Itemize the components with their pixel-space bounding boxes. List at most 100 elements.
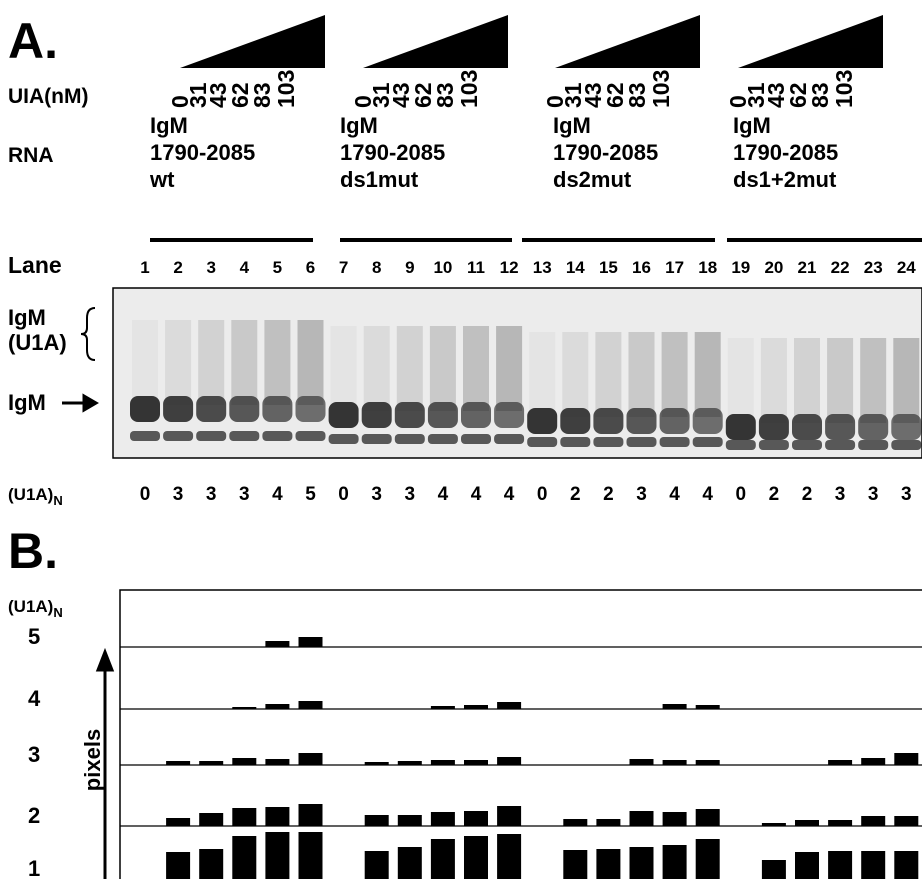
lane-number: 18 xyxy=(698,258,717,277)
rna-name: IgM xyxy=(150,113,188,138)
bar xyxy=(299,637,323,647)
gel-smear xyxy=(529,332,555,417)
conc-label: UIA(nM) xyxy=(8,85,88,108)
gel-smear xyxy=(562,332,588,417)
gel-smear xyxy=(695,332,721,417)
free-label: IgM xyxy=(8,390,46,415)
concentration: 83 xyxy=(432,82,458,108)
lane-number: 4 xyxy=(240,258,250,277)
gel-smear xyxy=(860,338,886,423)
gel-smear xyxy=(761,338,787,423)
gel-band xyxy=(163,431,193,441)
bar xyxy=(663,760,687,765)
bar xyxy=(199,849,223,879)
n-value: 4 xyxy=(702,484,713,505)
gel-band xyxy=(362,402,392,428)
bar xyxy=(663,845,687,879)
gel-band xyxy=(660,437,690,447)
gel-smear xyxy=(430,326,456,411)
bar xyxy=(265,832,289,879)
bar xyxy=(464,705,488,709)
n-value: 4 xyxy=(272,484,283,505)
bar xyxy=(365,762,389,765)
gel-smear xyxy=(728,338,754,423)
n-label: (U1A)N xyxy=(8,597,63,620)
lane-number: 24 xyxy=(897,258,916,277)
n-value: 4 xyxy=(669,484,680,505)
n-value: 3 xyxy=(173,484,184,505)
bar xyxy=(365,851,389,879)
n-value: 3 xyxy=(239,484,250,505)
gel-smear xyxy=(794,338,820,423)
bar xyxy=(431,760,455,765)
n-value: 3 xyxy=(405,484,416,505)
bar xyxy=(398,761,422,765)
panel-label: B. xyxy=(8,523,58,579)
gel-band xyxy=(627,437,657,447)
gel-band xyxy=(461,402,491,428)
lane-number: 9 xyxy=(405,258,414,277)
lane-number: 3 xyxy=(206,258,215,277)
gel-smear xyxy=(331,326,357,411)
bar xyxy=(232,836,256,879)
concentration: 83 xyxy=(624,82,650,108)
concentration: 103 xyxy=(273,70,299,108)
gel-smear xyxy=(397,326,423,411)
n-value: 3 xyxy=(206,484,217,505)
bar xyxy=(464,811,488,826)
bar xyxy=(365,815,389,826)
n-value: 2 xyxy=(769,484,780,505)
bar xyxy=(464,836,488,879)
bar xyxy=(166,818,190,826)
rna-label: RNA xyxy=(8,144,54,167)
wedge xyxy=(363,15,508,68)
n-value: 0 xyxy=(736,484,747,505)
panel-label: A. xyxy=(8,13,58,69)
rna-name: IgM xyxy=(733,113,771,138)
wedge xyxy=(738,15,883,68)
gel-band xyxy=(196,396,226,422)
n-value: 4 xyxy=(438,484,449,505)
bar xyxy=(861,851,885,879)
gel-band xyxy=(130,396,160,422)
gel xyxy=(113,288,922,458)
gel-band xyxy=(329,402,359,428)
gel-band xyxy=(494,434,524,444)
row-label: 1 xyxy=(28,856,40,879)
n-value: 5 xyxy=(305,484,316,505)
rna-name: 1790-2085 xyxy=(150,140,255,165)
n-value: 3 xyxy=(371,484,382,505)
n-value: 2 xyxy=(570,484,581,505)
lane-number: 15 xyxy=(599,258,618,277)
gel-band xyxy=(660,408,690,434)
bar xyxy=(166,761,190,765)
gel-smear xyxy=(827,338,853,423)
gel-band xyxy=(825,440,855,450)
gel-band xyxy=(726,414,756,440)
gel-band xyxy=(792,440,822,450)
bar xyxy=(828,820,852,826)
brace xyxy=(81,308,95,360)
n-value: 2 xyxy=(802,484,813,505)
gel-band xyxy=(759,414,789,440)
bar xyxy=(630,759,654,765)
rna-name: IgM xyxy=(553,113,591,138)
bar xyxy=(663,704,687,709)
lane-number: 8 xyxy=(372,258,381,277)
lane-number: 20 xyxy=(764,258,783,277)
gel-band xyxy=(428,402,458,428)
bar xyxy=(265,807,289,826)
gel-band xyxy=(759,440,789,450)
rna-name: ds1+2mut xyxy=(733,167,837,192)
n-label: (U1A)N xyxy=(8,485,63,508)
gel-band xyxy=(726,440,756,450)
bar xyxy=(828,851,852,879)
gel-band xyxy=(395,434,425,444)
gel-band xyxy=(593,437,623,447)
concentration: 103 xyxy=(456,70,482,108)
bar xyxy=(398,847,422,879)
row-label: 2 xyxy=(28,803,40,828)
gel-band xyxy=(461,434,491,444)
wedge xyxy=(555,15,700,68)
n-value: 4 xyxy=(504,484,515,505)
